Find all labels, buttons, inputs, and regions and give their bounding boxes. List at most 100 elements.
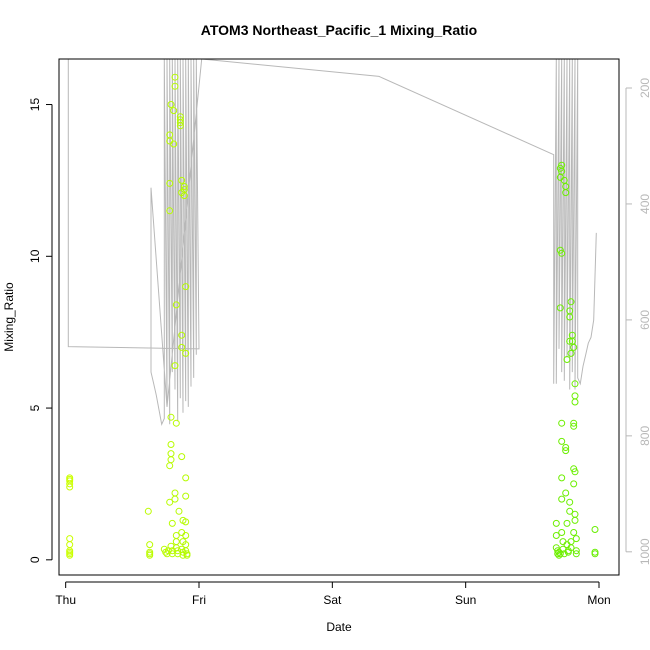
y-axis-label: Mixing_Ratio	[2, 282, 16, 352]
data-point	[146, 551, 154, 559]
data-point	[168, 550, 176, 558]
data-point	[558, 474, 566, 482]
data-point	[175, 507, 183, 515]
data-point	[558, 495, 566, 503]
data-point	[182, 547, 190, 555]
data-point	[563, 519, 571, 527]
y-tick-label: 15	[28, 98, 42, 112]
data-point	[163, 550, 171, 558]
x-tick-label: Fri	[192, 593, 206, 607]
data-point	[570, 480, 578, 488]
data-point	[66, 551, 74, 559]
data-point	[571, 516, 579, 524]
plot-frame	[58, 58, 620, 576]
data-point	[558, 249, 566, 257]
data-point	[571, 392, 579, 400]
data-point	[66, 475, 74, 483]
data-point	[167, 413, 175, 421]
data-point	[66, 535, 74, 543]
chart-title: ATOM3 Northeast_Pacific_1 Mixing_Ratio	[201, 22, 477, 38]
data-point	[182, 492, 190, 500]
data-point	[178, 343, 186, 351]
y2-tick-label: 800	[638, 426, 650, 446]
data-point	[168, 519, 176, 527]
data-point	[591, 550, 599, 558]
y2-tick-label: 1000	[638, 538, 650, 565]
data-point	[172, 301, 180, 309]
data-point	[167, 441, 175, 448]
data-point	[566, 507, 574, 515]
data-point	[567, 298, 575, 306]
y2-tick-label: 600	[638, 310, 650, 330]
data-point	[566, 498, 574, 506]
data-point	[571, 510, 579, 518]
data-point	[571, 398, 579, 406]
data-point	[172, 419, 180, 427]
data-point	[571, 468, 579, 476]
data-point	[167, 450, 175, 458]
data-point	[572, 535, 580, 543]
altitude-path	[67, 59, 597, 426]
data-point	[166, 462, 174, 470]
data-point	[570, 419, 578, 427]
x-tick-label: Sat	[323, 593, 342, 607]
y2-tick-label: 200	[638, 78, 650, 98]
data-point	[182, 349, 190, 357]
data-point	[552, 519, 560, 527]
data-point	[167, 456, 175, 464]
data-point	[170, 140, 178, 148]
data-point	[166, 498, 174, 506]
data-point	[552, 532, 560, 539]
data-point	[182, 532, 190, 539]
x-tick-label: Mon	[587, 593, 610, 607]
data-points	[66, 73, 599, 559]
data-point	[567, 349, 575, 357]
data-point	[567, 544, 575, 552]
data-point	[171, 82, 179, 90]
x-axis: Thu Fri Sat Sun Mon	[55, 581, 611, 607]
data-point	[556, 304, 564, 312]
data-point	[171, 495, 179, 503]
data-point	[180, 183, 188, 190]
data-point	[171, 362, 179, 370]
y-tick-label: 5	[28, 404, 42, 411]
data-point	[558, 529, 566, 536]
y-axis: 0 5 10 15	[28, 98, 53, 563]
data-point	[572, 550, 580, 558]
altitude-line	[67, 59, 597, 426]
y-tick-label: 10	[28, 249, 42, 263]
data-point	[558, 419, 566, 427]
data-point	[563, 356, 571, 363]
data-point	[176, 119, 184, 127]
data-point	[183, 551, 191, 559]
data-point	[562, 189, 570, 197]
y2-axis: 200 400 600 800 1000	[625, 78, 650, 565]
data-point	[66, 548, 74, 556]
data-point	[182, 283, 190, 291]
data-point	[570, 343, 578, 351]
data-point	[166, 131, 174, 139]
data-point	[559, 538, 567, 546]
data-point	[178, 331, 186, 339]
data-point	[563, 541, 571, 549]
x-axis-label: Date	[326, 620, 352, 634]
data-point	[172, 538, 180, 546]
data-point	[554, 550, 562, 558]
data-point	[562, 444, 570, 451]
data-point	[566, 313, 574, 321]
data-point	[166, 179, 174, 187]
data-point	[571, 380, 579, 388]
data-point	[558, 437, 566, 445]
data-point	[570, 422, 578, 430]
data-point	[178, 176, 186, 184]
data-point	[591, 526, 599, 533]
data-point	[562, 489, 570, 497]
data-point	[562, 447, 570, 455]
y-tick-label: 0	[28, 556, 42, 563]
data-point	[171, 73, 179, 81]
data-point	[178, 453, 186, 461]
data-point	[66, 541, 74, 549]
x-tick-label: Thu	[55, 593, 76, 607]
data-point	[171, 489, 179, 497]
